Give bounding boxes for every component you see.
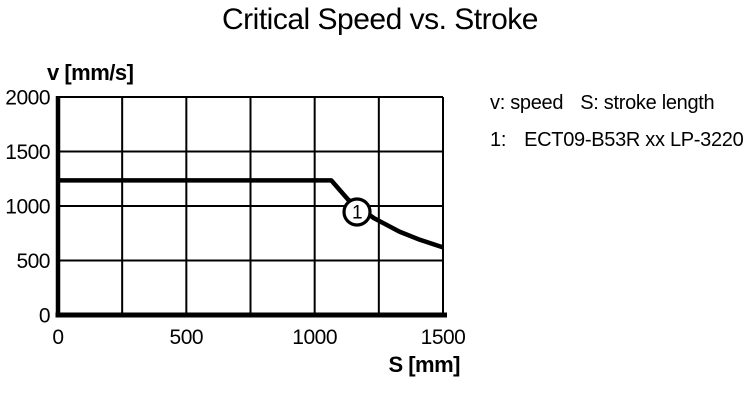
curve-marker-circle (342, 197, 372, 227)
legend-stroke-definition: S: stroke length (580, 92, 715, 114)
chart-title: Critical Speed vs. Stroke (222, 3, 538, 36)
x-tick-label: 0 (52, 326, 63, 349)
y-tick-label: 500 (16, 250, 50, 273)
legend: v: speed S: stroke length 1: ECT09-B53R … (490, 92, 744, 151)
y-tick-label: 2000 (5, 87, 50, 110)
x-tick-label: 1000 (292, 326, 337, 349)
x-axis-label: S [mm] (388, 352, 460, 377)
legend-series-entry: 1: ECT09-B53R xx LP-3220 (490, 129, 744, 151)
x-tick-label: 1500 (421, 326, 466, 349)
legend-series-label: ECT09-B53R xx LP-3220 (524, 129, 744, 151)
legend-series-ref: 1: (490, 129, 507, 151)
legend-variable-definitions: v: speed S: stroke length (490, 92, 743, 114)
y-tick-label: 1500 (5, 141, 50, 164)
critical-speed-curve (58, 178, 444, 250)
curve-marker-number: 1 (352, 202, 362, 223)
y-axis-label: v [mm/s] (47, 60, 134, 85)
y-tick-label: 0 (39, 305, 50, 328)
legend-speed-definition: v: speed (490, 92, 564, 114)
x-tick-label: 500 (170, 326, 204, 349)
y-tick-label: 1000 (5, 196, 50, 219)
